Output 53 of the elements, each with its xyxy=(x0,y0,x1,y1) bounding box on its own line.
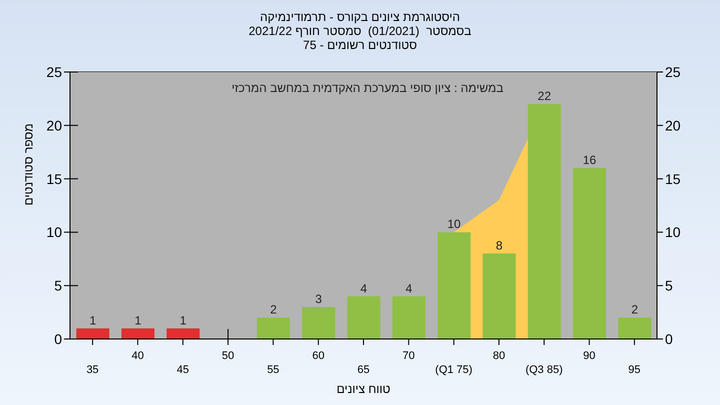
x-tick-label: 70 xyxy=(402,350,415,362)
chart-title: היסטוגרמת ציונים בקורס - תרמודינמיקה xyxy=(259,10,461,24)
y-tick-label: 10 xyxy=(46,224,62,240)
data-label: 2 xyxy=(270,302,278,317)
y2-tick-label: 20 xyxy=(665,117,681,134)
x-tick-label: 65 xyxy=(357,364,370,376)
x-tick-label: 55 xyxy=(267,364,280,376)
data-label: 4 xyxy=(360,281,368,296)
y-axis-title: מספר סטודנטים xyxy=(21,123,36,206)
data-label: 1 xyxy=(134,313,142,328)
x-tick-label: (Q3 85) xyxy=(525,364,563,376)
y2-tick-label: 25 xyxy=(665,64,681,80)
x-tick-label: 45 xyxy=(176,364,190,376)
y-tick-label: 15 xyxy=(46,170,62,187)
bar xyxy=(482,254,516,339)
data-label: 1 xyxy=(180,313,187,328)
data-label: 3 xyxy=(315,292,322,306)
bar xyxy=(256,318,290,339)
bar xyxy=(347,296,380,339)
data-label: 1 xyxy=(89,313,96,328)
y2-tick-label: 10 xyxy=(665,224,681,240)
x-tick-label: 80 xyxy=(492,350,506,362)
x-axis-title: טווח ציונים xyxy=(336,382,391,396)
y-tick-label: 25 xyxy=(46,64,62,80)
data-label: 22 xyxy=(538,89,552,104)
y2-tick-label: 5 xyxy=(665,278,673,294)
bar xyxy=(618,318,652,339)
bar xyxy=(438,232,471,339)
data-label: 10 xyxy=(447,217,462,232)
x-tick-label: 95 xyxy=(628,364,641,376)
chart-subtitle: בסמסטר (01/2021) סמסטר חורף 2021/22 סטודנטים רשומים - 75 xyxy=(248,24,472,52)
y-tick-label: 5 xyxy=(54,278,62,294)
data-label: 2 xyxy=(631,302,638,317)
data-label: 4 xyxy=(406,281,413,296)
annotation: במשימה : ציון סופי במערכת האקדמית במחשב המרכזי xyxy=(232,81,504,95)
x-tick-label: 60 xyxy=(312,350,324,362)
bar xyxy=(302,306,336,339)
x-tick-label: 35 xyxy=(86,364,99,376)
x-tick-label: 50 xyxy=(222,350,234,362)
bar xyxy=(121,328,154,339)
data-label: 8 xyxy=(496,238,503,253)
bar xyxy=(166,328,200,339)
y2-tick-label: 0 xyxy=(665,330,673,347)
y-tick-label: 0 xyxy=(54,330,62,347)
x-tick-label: 40 xyxy=(132,350,144,362)
bar xyxy=(392,296,426,339)
bar xyxy=(76,328,110,339)
data-label: 16 xyxy=(582,153,597,168)
x-tick-label: (Q1 75) xyxy=(435,364,472,376)
y2-tick-label: 15 xyxy=(665,170,681,187)
bar xyxy=(573,168,606,339)
y-tick-label: 20 xyxy=(46,117,62,134)
x-tick-label: 90 xyxy=(583,350,596,362)
